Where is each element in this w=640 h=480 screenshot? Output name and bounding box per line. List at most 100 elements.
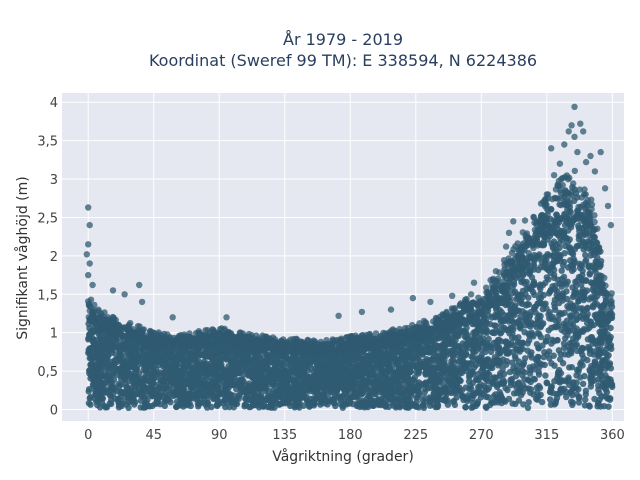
data-point [541,349,548,356]
data-point [308,365,315,372]
data-point [327,357,334,364]
data-point [538,398,546,406]
data-point [381,374,388,381]
data-point [489,375,496,382]
data-point [525,399,532,406]
data-point [119,400,126,407]
data-point [452,330,459,337]
data-point [575,296,582,303]
data-point [541,361,548,369]
data-point [461,328,468,336]
data-point [605,317,612,324]
data-point [526,332,533,339]
data-point [413,398,420,406]
data-point [505,395,513,403]
data-point [311,400,318,407]
data-point [94,401,101,409]
data-point [208,403,215,411]
data-point [204,399,211,407]
data-point [97,339,105,346]
data-point [115,346,123,353]
data-point [519,367,526,374]
data-point [512,400,519,408]
data-point [487,343,495,351]
data-point [265,359,272,366]
data-point [490,393,497,400]
data-point [101,402,108,410]
data-point [581,294,588,302]
data-point [579,380,587,387]
data-point [87,393,94,401]
data-point [195,368,203,375]
data-point [581,372,588,380]
data-point [202,380,209,387]
data-point [592,295,599,303]
data-point [572,287,579,294]
data-point [509,359,516,366]
data-point [537,333,545,341]
data-point [444,397,451,404]
data-point [528,319,535,326]
data-point [563,288,570,295]
data-point [385,395,392,402]
data-point [173,403,181,410]
data-point [137,404,144,411]
data-point [223,386,230,393]
data-point [563,235,570,242]
data-point [329,396,336,404]
data-point [599,358,606,365]
data-point [511,334,519,342]
data-point [449,375,456,382]
data-point [344,356,351,363]
data-point [581,402,589,409]
data-point [500,380,507,387]
data-point [106,391,114,399]
data-point [547,388,554,396]
data-point [500,316,507,323]
data-point [530,305,538,312]
data-point [568,364,575,371]
data-point [452,381,460,388]
data-point [539,342,546,349]
data-point [354,402,361,409]
data-point [603,345,610,352]
data-point [216,375,224,382]
data-point [224,377,232,385]
data-point [107,373,114,380]
data-point [289,390,297,397]
data-point [251,401,258,409]
data-point [259,363,266,370]
data-point [170,389,177,396]
data-point [582,243,589,250]
data-point [524,340,531,347]
data-point [531,376,538,383]
data-point [285,369,292,376]
data-point [502,346,509,354]
data-point [102,368,110,375]
data-point [286,397,293,404]
data-point [488,399,495,406]
data-point [465,378,473,385]
data-point [555,311,563,319]
data-point [567,249,574,256]
data-point [514,320,521,327]
data-point [477,335,484,343]
data-point [562,335,569,342]
data-point [539,281,546,289]
data-point [476,387,483,395]
data-point [450,397,458,404]
data-point [148,384,156,391]
data-point [287,402,294,410]
data-point [495,328,502,335]
data-point [441,367,449,375]
data-point [449,352,456,360]
data-point [406,350,413,357]
data-point [572,342,579,349]
data-point [551,362,558,369]
data-point [390,402,397,409]
data-point [141,358,148,365]
data-point [426,394,433,401]
data-point [547,287,554,294]
data-point [389,390,396,397]
data-point [582,277,590,284]
